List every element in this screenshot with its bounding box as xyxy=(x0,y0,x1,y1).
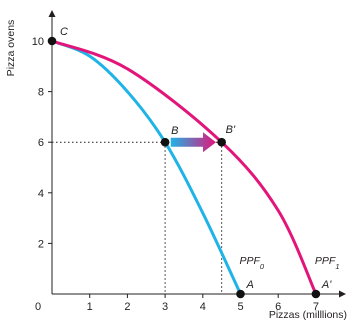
point-label-a: A xyxy=(246,279,254,291)
x-axis-title: Pizzas (milllions) xyxy=(269,309,347,321)
y-tick-label: 4 xyxy=(38,188,44,200)
tick-labels: 0 1 2 3 4 5 6 7 2 4 6 8 10 xyxy=(32,36,319,313)
shift-arrow xyxy=(170,132,216,153)
x-tick-label: 5 xyxy=(237,301,243,313)
y-axis-arrowhead xyxy=(48,10,56,17)
curves xyxy=(50,39,318,296)
point-label-b-prime: B' xyxy=(226,124,236,136)
point-b xyxy=(160,137,170,147)
x-axis-arrowhead xyxy=(339,290,346,298)
ppf-curve-1 xyxy=(50,39,318,296)
point-label-c: C xyxy=(60,26,68,38)
x-tick-label: 4 xyxy=(200,301,206,313)
points: C B B' A A' xyxy=(47,26,332,299)
point-label-a-prime: A' xyxy=(321,279,332,291)
x-tick-label: 3 xyxy=(162,301,168,313)
ppf-label-0: PPF0 xyxy=(240,255,265,271)
y-tick-label: 8 xyxy=(38,87,44,99)
y-tick-label: 10 xyxy=(32,36,44,48)
y-tick-label: 6 xyxy=(38,137,44,149)
point-b-prime xyxy=(217,137,226,147)
x-tick-label: 6 xyxy=(275,301,281,313)
point-c xyxy=(47,36,57,46)
point-a xyxy=(236,289,245,299)
y-axis-title: Pizza ovens xyxy=(5,20,17,77)
ppf-curve-0 xyxy=(50,39,242,296)
point-a-prime xyxy=(311,289,321,299)
axes xyxy=(48,10,346,298)
shift-arrow-shape xyxy=(170,132,216,153)
x-tick-label: 1 xyxy=(87,301,93,313)
x-tick-label: 0 xyxy=(35,301,41,313)
x-tick-label: 2 xyxy=(124,301,130,313)
dotted-guides xyxy=(52,141,223,294)
x-tick-label: 7 xyxy=(313,301,319,313)
y-tick-label: 2 xyxy=(38,238,44,250)
point-label-b: B xyxy=(171,125,178,137)
ppf-label-1: PPF1 xyxy=(315,255,340,271)
curve-labels: PPF0 PPF1 xyxy=(240,255,340,271)
